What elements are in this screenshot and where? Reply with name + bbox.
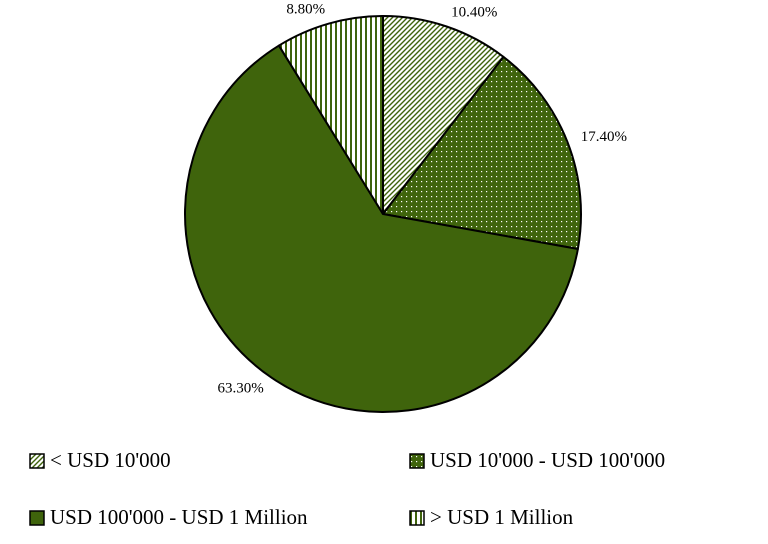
legend-label: USD 10'000 - USD 100'000: [430, 448, 665, 472]
pie-slice: [184, 44, 579, 413]
legend-swatch: [409, 453, 425, 469]
pie-slice: [277, 15, 384, 215]
legend-swatch: [29, 453, 45, 469]
legend-label: > USD 1 Million: [430, 505, 574, 529]
legend-label: USD 100'000 - USD 1 Million: [50, 505, 308, 529]
legend-swatch: [29, 510, 45, 526]
value-label: 63.30%: [217, 381, 263, 397]
value-label: 10.40%: [451, 5, 497, 21]
legend-swatch: [409, 510, 425, 526]
pie-slice: [382, 15, 505, 215]
value-label: 8.80%: [286, 2, 325, 18]
pie-slice: [382, 55, 582, 250]
value-label: 17.40%: [581, 129, 627, 145]
legend-label: < USD 10'000: [50, 448, 171, 472]
